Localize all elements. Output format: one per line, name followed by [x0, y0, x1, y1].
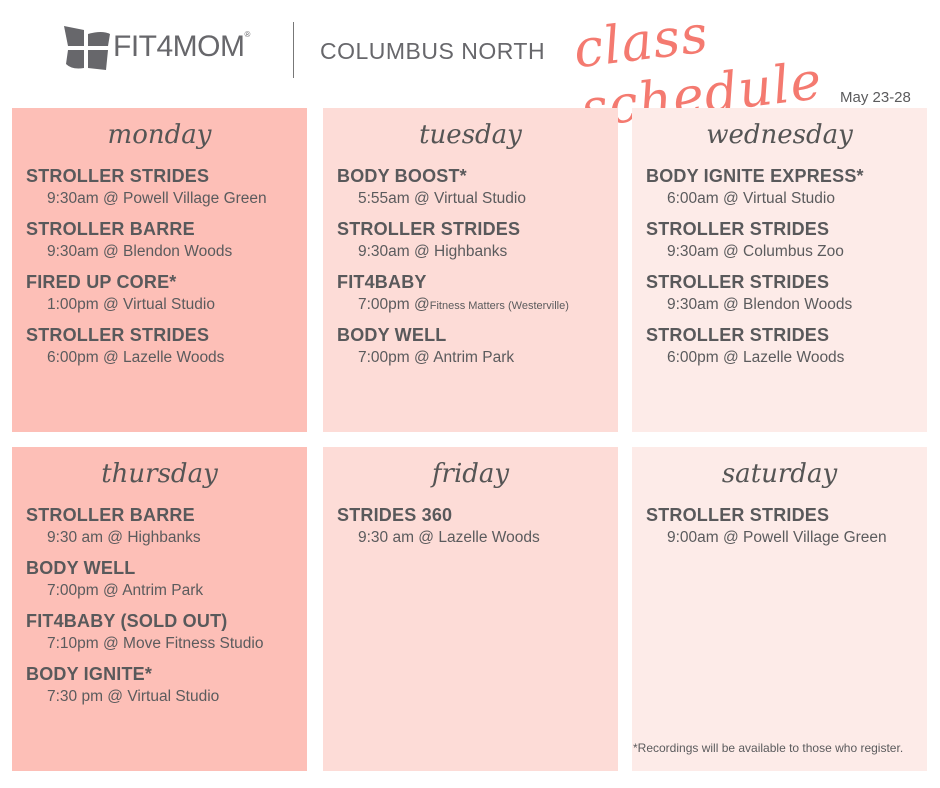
class-entry: FIT4BABY 7:00pm @Fitness Matters (Westerv… — [337, 272, 618, 325]
class-time-location: 9:30 am @ Highbanks — [47, 529, 307, 547]
day-heading: monday — [107, 120, 212, 150]
class-time-location: 1:00pm @ Virtual Studio — [47, 296, 307, 314]
day-heading: thursday — [101, 459, 218, 489]
class-entry: FIRED UP CORE* 1:00pm @ Virtual Studio — [26, 272, 307, 325]
class-entry: STROLLER STRIDES 9:30am @ Highbanks — [337, 219, 618, 272]
class-location: Fitness Matters (Westerville) — [429, 300, 569, 312]
class-time-location: 7:30 pm @ Virtual Studio — [47, 688, 307, 706]
class-entry: BODY WELL 7:00pm @ Antrim Park — [26, 558, 307, 611]
class-time-location: 9:30am @ Columbus Zoo — [667, 243, 927, 261]
day-panel-monday: monday STROLLER STRIDES 9:30am @ Powell Vi… — [12, 108, 307, 432]
class-time: 9:30am @ Blendon Woods — [667, 296, 853, 313]
day-panel-wednesday: wednesday BODY IGNITE EXPRESS* 6:00am @ Vi… — [632, 108, 927, 432]
class-time-location: 7:00pm @Fitness Matters (Westerville) — [358, 296, 618, 314]
class-name: STROLLER STRIDES — [646, 219, 830, 239]
class-time: 9:30am @ Highbanks — [358, 243, 508, 260]
class-time-location: 6:00am @ Virtual Studio — [667, 190, 927, 208]
day-panel-thursday: thursday STROLLER BARRE 9:30 am @ Highbank… — [12, 447, 307, 771]
day-heading: tuesday — [419, 120, 522, 150]
class-name: STROLLER STRIDES — [26, 325, 210, 345]
class-entry: STROLLER STRIDES 9:30am @ Columbus Zoo — [646, 219, 927, 272]
day-heading: wednesday — [706, 120, 853, 150]
class-name: STROLLER STRIDES — [646, 505, 830, 525]
class-name: FIRED UP CORE* — [26, 272, 177, 292]
class-time-location: 7:10pm @ Move Fitness Studio — [47, 635, 307, 653]
class-time: 7:10pm @ Move Fitness Studio — [47, 635, 264, 652]
class-name: STROLLER STRIDES — [337, 219, 521, 239]
fit4mom-logo-icon — [64, 26, 110, 70]
class-entry: STROLLER BARRE 9:30am @ Blendon Woods — [26, 219, 307, 272]
class-name: BODY IGNITE* — [26, 664, 153, 684]
class-entry: BODY BOOST* 5:55am @ Virtual Studio — [337, 166, 618, 219]
class-time: 1:00pm @ Virtual Studio — [47, 296, 215, 313]
date-range: May 23-28 — [840, 89, 911, 106]
class-time: 9:30am @ Columbus Zoo — [667, 243, 844, 260]
class-entry: FIT4BABY (SOLD OUT) 7:10pm @ Move Fitness… — [26, 611, 307, 664]
class-name: STRIDES 360 — [337, 505, 453, 525]
class-time: 9:30 am @ Highbanks — [47, 529, 201, 546]
class-time-location: 9:30 am @ Lazelle Woods — [358, 529, 618, 547]
class-time-location: 6:00pm @ Lazelle Woods — [47, 349, 307, 367]
class-time: 7:00pm @ — [358, 296, 430, 313]
class-name: BODY IGNITE EXPRESS* — [646, 166, 864, 186]
header-divider — [293, 22, 294, 78]
day-heading: saturday — [721, 459, 838, 489]
class-entry: STROLLER STRIDES 9:00am @ Powell Village … — [646, 505, 927, 558]
class-time: 5:55am @ Virtual Studio — [358, 190, 526, 207]
class-entry: STROLLER STRIDES 9:30am @ Blendon Woods — [646, 272, 927, 325]
class-name: STROLLER STRIDES — [646, 272, 830, 292]
class-name: BODY WELL — [337, 325, 447, 345]
footnote: *Recordings will be available to those w… — [633, 741, 904, 755]
class-name: FIT4BABY (SOLD OUT) — [26, 611, 228, 631]
class-name: STROLLER BARRE — [26, 505, 195, 525]
class-name: STROLLER STRIDES — [646, 325, 830, 345]
class-entry: STRIDES 360 9:30 am @ Lazelle Woods — [337, 505, 618, 558]
class-time: 7:00pm @ Antrim Park — [47, 582, 204, 599]
class-entry: BODY WELL 7:00pm @ Antrim Park — [337, 325, 618, 378]
class-time: 9:30 am @ Lazelle Woods — [358, 529, 540, 546]
day-panel-friday: friday STRIDES 360 9:30 am @ Lazelle Woods — [323, 447, 618, 771]
class-name: FIT4BABY — [337, 272, 427, 292]
class-entry: STROLLER BARRE 9:30 am @ Highbanks — [26, 505, 307, 558]
class-time-location: 9:30am @ Powell Village Green — [47, 190, 307, 208]
class-name: STROLLER BARRE — [26, 219, 195, 239]
class-time: 9:30am @ Blendon Woods — [47, 243, 233, 260]
day-heading: friday — [431, 459, 510, 489]
class-name: BODY WELL — [26, 558, 136, 578]
day-panel-tuesday: tuesday BODY BOOST* 5:55am @ Virtual Studi… — [323, 108, 618, 432]
day-panel-saturday: saturday STROLLER STRIDES 9:00am @ Powell … — [632, 447, 927, 771]
class-time-location: 5:55am @ Virtual Studio — [358, 190, 618, 208]
class-entry: BODY IGNITE* 7:30 pm @ Virtual Studio — [26, 664, 307, 717]
class-entry: BODY IGNITE EXPRESS* 6:00am @ Virtual Stu… — [646, 166, 927, 219]
class-time: 7:00pm @ Antrim Park — [358, 349, 515, 366]
class-time-location: 7:00pm @ Antrim Park — [358, 349, 618, 367]
class-entry: STROLLER STRIDES 6:00pm @ Lazelle Woods — [646, 325, 927, 378]
class-name: STROLLER STRIDES — [26, 166, 210, 186]
class-time-location: 9:30am @ Blendon Woods — [47, 243, 307, 261]
class-time: 7:30 pm @ Virtual Studio — [47, 688, 220, 705]
brand-name: FIT4MOM® — [113, 30, 250, 63]
class-time: 6:00am @ Virtual Studio — [667, 190, 835, 207]
class-time: 9:30am @ Powell Village Green — [47, 190, 267, 207]
class-name: BODY BOOST* — [337, 166, 467, 186]
class-entry: STROLLER STRIDES 9:30am @ Powell Village … — [26, 166, 307, 219]
class-time: 6:00pm @ Lazelle Woods — [667, 349, 845, 366]
class-entry: STROLLER STRIDES 6:00pm @ Lazelle Woods — [26, 325, 307, 378]
class-time-location: 9:30am @ Blendon Woods — [667, 296, 927, 314]
chapter-name: COLUMBUS NORTH — [320, 38, 546, 64]
class-time-location: 7:00pm @ Antrim Park — [47, 582, 307, 600]
class-time: 6:00pm @ Lazelle Woods — [47, 349, 225, 366]
class-time: 9:00am @ Powell Village Green — [667, 529, 887, 546]
class-time-location: 9:30am @ Highbanks — [358, 243, 618, 261]
class-time-location: 9:00am @ Powell Village Green — [667, 529, 927, 547]
class-time-location: 6:00pm @ Lazelle Woods — [667, 349, 927, 367]
